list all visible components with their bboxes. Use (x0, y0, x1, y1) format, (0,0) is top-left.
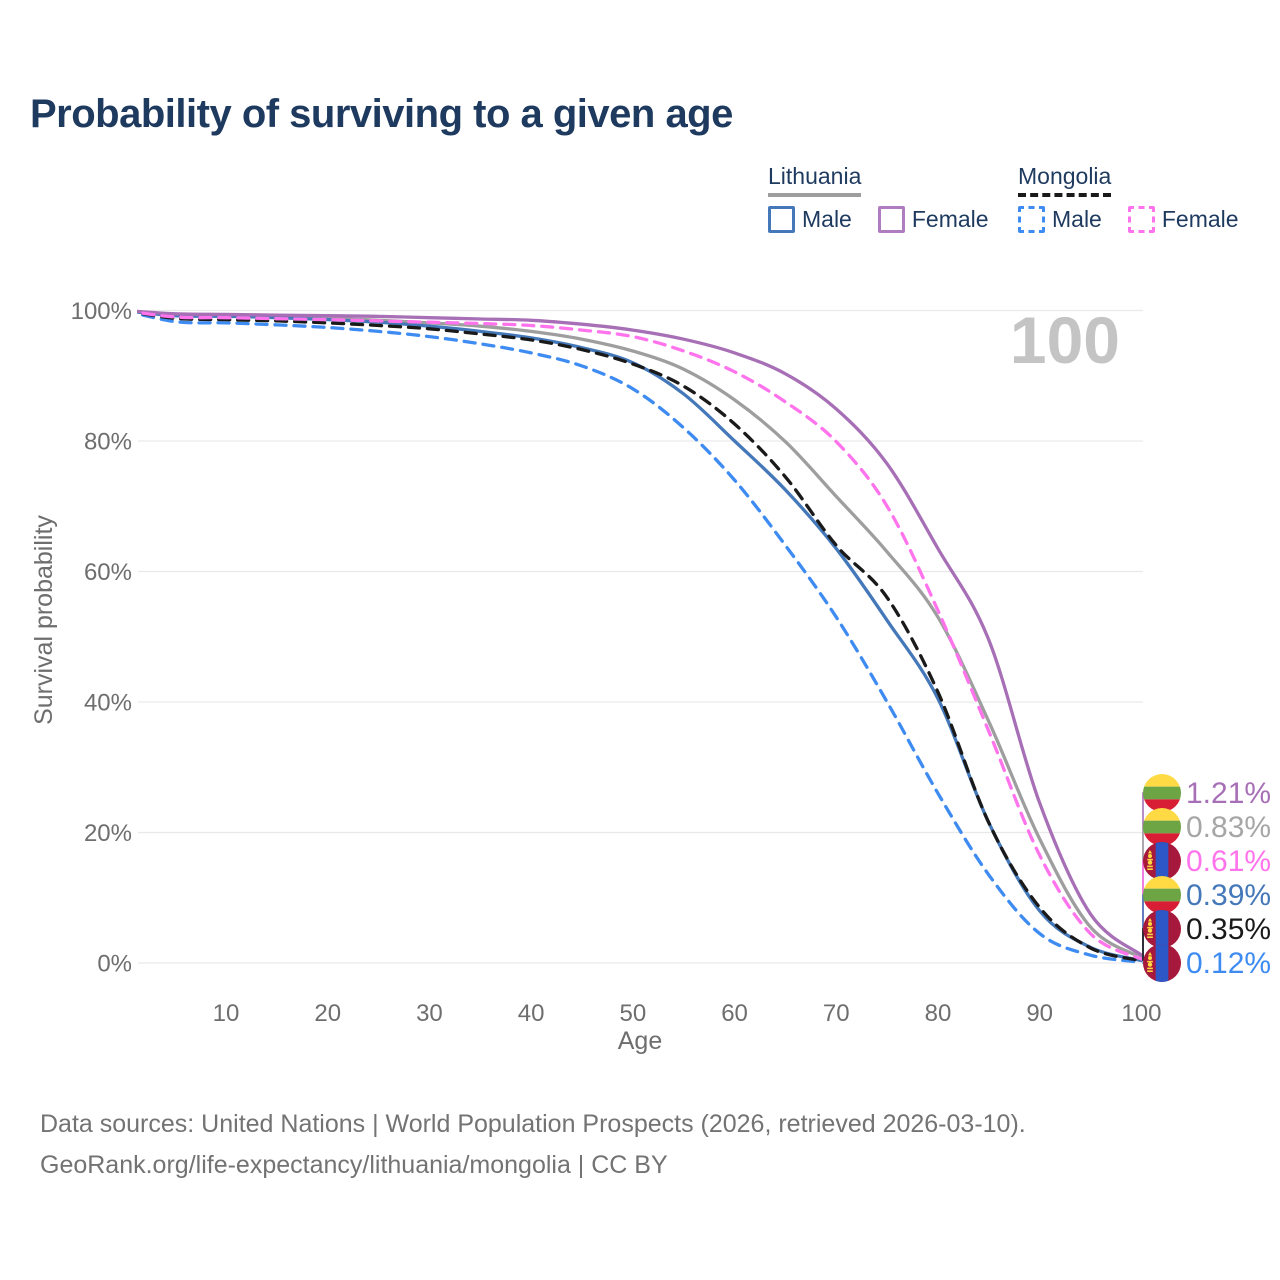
end-label-value: 0.12% (1186, 947, 1271, 980)
mongolia-male-swatch-icon (1018, 206, 1045, 233)
mongolia-flag-icon (1143, 910, 1181, 948)
x-tick-label: 60 (721, 1000, 748, 1027)
y-tick-label: 80% (84, 429, 132, 456)
legend-group-lithuania: Lithuania Male Female (768, 163, 989, 233)
y-tick-label: 20% (84, 820, 132, 847)
chart-footer: Data sources: United Nations | World Pop… (40, 1104, 1026, 1186)
soyombo-emblem (1147, 850, 1153, 870)
source-url-text: GeoRank.org/life-expectancy/lithuania/mo… (40, 1151, 668, 1179)
chart-title: Probability of surviving to a given age (30, 92, 733, 136)
x-axis-title: Age (618, 1027, 662, 1055)
data-sources-text: Data sources: United Nations | World Pop… (40, 1110, 1026, 1138)
legend-item-lithuania-female[interactable]: Female (877, 206, 989, 233)
x-tick-label: 40 (518, 1000, 545, 1027)
mongolia-flag-icon (1143, 944, 1181, 982)
legend-item-mongolia-male[interactable]: Male (1018, 206, 1102, 233)
y-tick-label: 100% (71, 298, 132, 325)
legend-item-mongolia-female[interactable]: Female (1127, 206, 1239, 233)
x-tick-label: 80 (925, 1000, 952, 1027)
mongolia-flag-icon (1143, 842, 1181, 880)
series-line-mn_female[interactable] (124, 310, 1144, 961)
series-line-lt_total[interactable] (124, 310, 1144, 960)
lithuania-flag-icon (1143, 808, 1181, 846)
legend-label: Female (1161, 206, 1239, 232)
legend-country-lithuania: Lithuania (768, 163, 862, 197)
soyombo-emblem (1147, 918, 1153, 938)
end-label-value: 0.39% (1186, 879, 1271, 912)
y-tick-label: 40% (84, 690, 132, 717)
legend-item-lithuania-male[interactable]: Male (768, 206, 852, 233)
mongolia-female-swatch-icon (1127, 206, 1155, 233)
lithuania-female-swatch-icon (877, 206, 905, 233)
soyombo-emblem (1147, 952, 1153, 972)
x-tick-label: 20 (314, 1000, 341, 1027)
watermark-age-100: 100 (1010, 303, 1120, 377)
y-axis-title: Survival probability (30, 515, 58, 725)
x-tick-label: 70 (823, 1000, 850, 1027)
legend-group-mongolia: Mongolia Male Female (1018, 163, 1239, 233)
y-tick-label: 0% (97, 951, 132, 978)
x-tick-label: 90 (1026, 1000, 1053, 1027)
series-line-mn_total[interactable] (124, 311, 1144, 963)
legend-label: Male (802, 206, 852, 232)
end-label-value: 0.35% (1186, 913, 1271, 946)
x-tick-label: 30 (416, 1000, 443, 1027)
x-tick-label: 100 (1121, 1000, 1161, 1027)
series-line-mn_male[interactable] (124, 311, 1144, 964)
x-tick-label: 10 (213, 1000, 240, 1027)
legend-country-mongolia: Mongolia (1018, 163, 1112, 197)
lithuania-flag-icon (1143, 774, 1181, 812)
series-line-lt_male[interactable] (124, 310, 1144, 963)
lithuania-flag-icon (1143, 876, 1181, 914)
end-label-value: 1.21% (1186, 777, 1271, 810)
end-label-value: 0.61% (1186, 845, 1271, 878)
y-tick-label: 60% (84, 559, 132, 586)
legend-label: Male (1052, 206, 1102, 232)
end-label-value: 0.83% (1186, 811, 1271, 844)
lithuania-male-swatch-icon (768, 206, 795, 233)
legend-label: Female (911, 206, 989, 232)
series-line-lt_female[interactable] (124, 309, 1144, 957)
x-tick-label: 50 (619, 1000, 646, 1027)
